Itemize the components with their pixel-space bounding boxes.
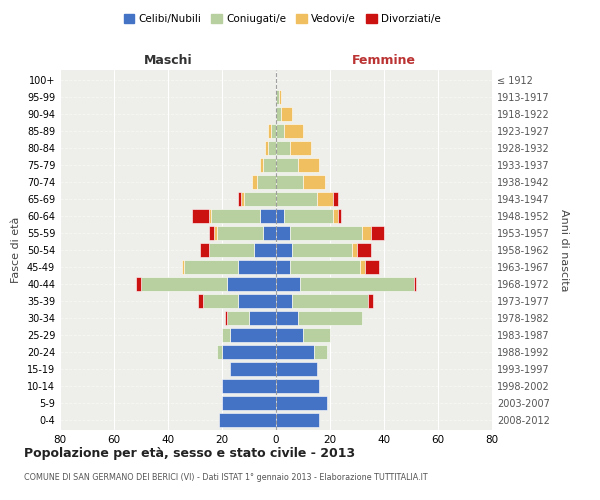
Bar	[271, 124, 276, 138]
Text: Popolazione per età, sesso e stato civile - 2013: Popolazione per età, sesso e stato civil…	[24, 448, 355, 460]
Bar	[211, 209, 260, 223]
Bar	[292, 294, 368, 308]
Bar	[193, 209, 209, 223]
Bar	[198, 294, 203, 308]
Bar	[200, 243, 209, 257]
Bar	[276, 209, 284, 223]
Bar	[260, 209, 276, 223]
Bar	[254, 243, 276, 257]
Bar	[222, 328, 230, 342]
Bar	[278, 90, 281, 104]
Bar	[371, 226, 384, 240]
Bar	[332, 209, 338, 223]
Bar	[362, 226, 371, 240]
Bar	[222, 396, 276, 410]
Bar	[276, 396, 328, 410]
Bar	[290, 260, 360, 274]
Bar	[276, 328, 303, 342]
Bar	[276, 124, 284, 138]
Legend: Celibi/Nubili, Coniugati/e, Vedovi/e, Divorziati/e: Celibi/Nubili, Coniugati/e, Vedovi/e, Di…	[119, 10, 445, 29]
Bar	[225, 311, 227, 325]
Bar	[257, 175, 276, 189]
Y-axis label: Anni di nascita: Anni di nascita	[559, 209, 569, 291]
Y-axis label: Fasce di età: Fasce di età	[11, 217, 21, 283]
Bar	[209, 243, 254, 257]
Bar	[298, 158, 319, 172]
Bar	[214, 226, 217, 240]
Bar	[284, 124, 303, 138]
Bar	[238, 260, 276, 274]
Bar	[222, 345, 276, 359]
Bar	[230, 362, 276, 376]
Bar	[203, 294, 238, 308]
Bar	[238, 294, 276, 308]
Bar	[276, 379, 319, 393]
Bar	[276, 107, 281, 121]
Bar	[263, 158, 276, 172]
Bar	[249, 311, 276, 325]
Bar	[241, 192, 244, 206]
Bar	[292, 243, 352, 257]
Bar	[276, 141, 290, 155]
Bar	[303, 328, 330, 342]
Bar	[222, 379, 276, 393]
Bar	[209, 209, 211, 223]
Text: COMUNE DI SAN GERMANO DEI BERICI (VI) - Dati ISTAT 1° gennaio 2013 - Elaborazion: COMUNE DI SAN GERMANO DEI BERICI (VI) - …	[24, 472, 428, 482]
Bar	[317, 192, 332, 206]
Bar	[303, 175, 325, 189]
Bar	[338, 209, 341, 223]
Bar	[365, 260, 379, 274]
Bar	[209, 226, 214, 240]
Bar	[276, 192, 317, 206]
Bar	[298, 311, 362, 325]
Bar	[290, 141, 311, 155]
Bar	[301, 277, 414, 291]
Bar	[276, 362, 317, 376]
Bar	[314, 345, 328, 359]
Bar	[276, 226, 290, 240]
Bar	[244, 192, 276, 206]
Bar	[263, 226, 276, 240]
Bar	[141, 277, 227, 291]
Bar	[276, 260, 290, 274]
Bar	[227, 311, 249, 325]
Bar	[276, 277, 301, 291]
Bar	[276, 413, 319, 427]
Bar	[276, 345, 314, 359]
Bar	[182, 260, 184, 274]
Bar	[238, 192, 241, 206]
Bar	[290, 226, 362, 240]
Bar	[136, 277, 141, 291]
Bar	[276, 294, 292, 308]
Bar	[217, 226, 263, 240]
Bar	[414, 277, 416, 291]
Bar	[268, 124, 271, 138]
Bar	[276, 158, 298, 172]
Text: Femmine: Femmine	[352, 54, 416, 68]
Bar	[281, 107, 292, 121]
Bar	[230, 328, 276, 342]
Bar	[332, 192, 338, 206]
Bar	[220, 413, 276, 427]
Bar	[352, 243, 357, 257]
Bar	[268, 141, 276, 155]
Bar	[217, 345, 222, 359]
Bar	[357, 243, 371, 257]
Bar	[184, 260, 238, 274]
Bar	[265, 141, 268, 155]
Bar	[368, 294, 373, 308]
Text: Maschi: Maschi	[143, 54, 193, 68]
Bar	[284, 209, 333, 223]
Bar	[360, 260, 365, 274]
Bar	[276, 175, 303, 189]
Bar	[276, 243, 292, 257]
Bar	[276, 90, 278, 104]
Bar	[276, 311, 298, 325]
Bar	[252, 175, 257, 189]
Bar	[260, 158, 263, 172]
Bar	[227, 277, 276, 291]
